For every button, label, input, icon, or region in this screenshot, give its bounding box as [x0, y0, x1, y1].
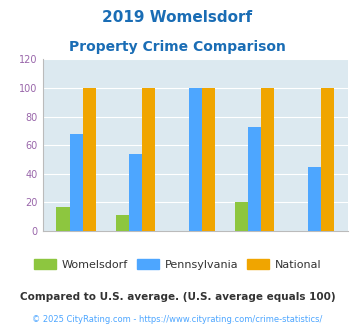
- Bar: [189, 88, 202, 231]
- Bar: [235, 202, 248, 231]
- Bar: [261, 88, 274, 231]
- Bar: [116, 215, 129, 231]
- Bar: [321, 88, 334, 231]
- Text: © 2025 CityRating.com - https://www.cityrating.com/crime-statistics/: © 2025 CityRating.com - https://www.city…: [32, 315, 323, 324]
- Bar: [142, 88, 155, 231]
- Text: Property Crime Comparison: Property Crime Comparison: [69, 40, 286, 53]
- Bar: [248, 127, 261, 231]
- Bar: [83, 88, 96, 231]
- Bar: [129, 154, 142, 231]
- Bar: [308, 167, 321, 231]
- Text: 2019 Womelsdorf: 2019 Womelsdorf: [103, 10, 252, 25]
- Legend: Womelsdorf, Pennsylvania, National: Womelsdorf, Pennsylvania, National: [29, 255, 326, 274]
- Bar: [202, 88, 215, 231]
- Bar: [56, 207, 70, 231]
- Bar: [70, 134, 83, 231]
- Text: Compared to U.S. average. (U.S. average equals 100): Compared to U.S. average. (U.S. average …: [20, 292, 335, 302]
